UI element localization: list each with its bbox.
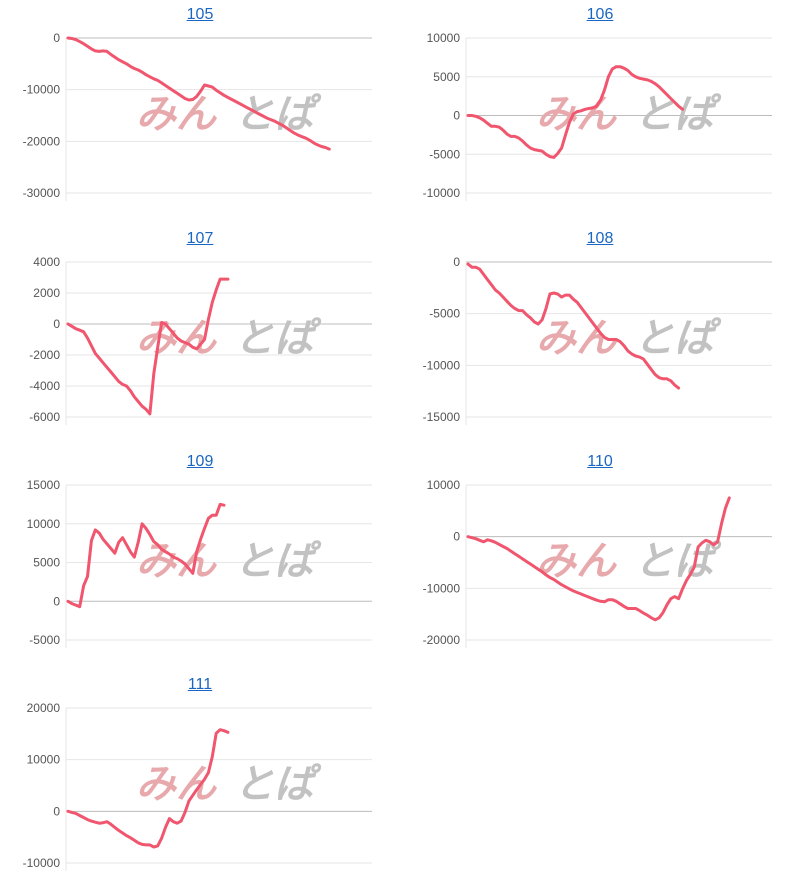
chart-title[interactable]: 110 bbox=[587, 453, 613, 470]
watermark-logo: とぱ bbox=[234, 762, 322, 808]
watermark-logo: とぱ bbox=[634, 316, 722, 362]
y-tick-label: 10000 bbox=[27, 753, 61, 767]
y-tick-label: -10000 bbox=[423, 186, 461, 200]
y-tick-label: -2000 bbox=[29, 348, 60, 362]
y-tick-label: 0 bbox=[453, 109, 460, 123]
chart-panel-111: 111 20000 10000 0 -10000 みん とぱ bbox=[0, 676, 400, 888]
chart-title[interactable]: 111 bbox=[187, 676, 213, 693]
y-tick-label: 10000 bbox=[427, 31, 461, 45]
y-tick-label: -15000 bbox=[423, 410, 461, 424]
y-tick-label: 0 bbox=[53, 31, 60, 45]
watermark-logo: とぱ bbox=[234, 316, 322, 362]
y-tick-label: 0 bbox=[53, 594, 60, 608]
chart-panel-109: 109 15000 10000 5000 0 -5000 みん とぱ bbox=[0, 453, 400, 665]
chart-title[interactable]: 106 bbox=[586, 6, 614, 23]
y-tick-label: 10000 bbox=[427, 478, 461, 492]
watermark-logo: みん bbox=[536, 92, 618, 138]
chart-panel-107: 107 4000 2000 0 -2000 -4000 -6000 みん とぱ bbox=[0, 230, 400, 442]
y-tick-label: -6000 bbox=[29, 410, 60, 424]
watermark-logo: みん bbox=[136, 762, 218, 808]
chart-svg: 10000 5000 0 -5000 -10000 みん とぱ bbox=[423, 31, 772, 201]
series-line bbox=[66, 36, 331, 151]
series-line bbox=[466, 262, 681, 390]
y-tick-label: -20000 bbox=[423, 633, 461, 647]
y-tick-label: 5000 bbox=[433, 70, 460, 84]
chart-title[interactable]: 107 bbox=[186, 230, 214, 247]
watermark-logo: とぱ bbox=[634, 92, 722, 138]
y-tick-label: -5000 bbox=[429, 307, 460, 321]
series-line bbox=[66, 502, 226, 609]
watermark-logo: とぱ bbox=[234, 92, 322, 138]
y-tick-label: -10000 bbox=[423, 581, 461, 595]
y-tick-label: -20000 bbox=[23, 134, 61, 148]
series-line bbox=[466, 65, 684, 159]
y-tick-label: 0 bbox=[53, 317, 60, 331]
chart-svg: 15000 10000 5000 0 -5000 みん とぱ bbox=[27, 478, 372, 648]
y-tick-label: 5000 bbox=[33, 556, 60, 570]
chart-title[interactable]: 108 bbox=[586, 230, 614, 247]
chart-svg: 20000 10000 0 -10000 みん とぱ bbox=[23, 701, 372, 871]
y-tick-label: 0 bbox=[53, 804, 60, 818]
y-tick-label: -10000 bbox=[23, 856, 61, 870]
y-tick-label: -4000 bbox=[29, 379, 60, 393]
y-tick-label: -5000 bbox=[29, 633, 60, 647]
watermark-logo: とぱ bbox=[634, 539, 722, 585]
watermark-logo: みん bbox=[136, 539, 218, 585]
series-line bbox=[66, 277, 230, 416]
y-tick-label: 4000 bbox=[33, 255, 60, 269]
chart-panel-105: 105 0 -10000 -20000 -30000 みん とぱ bbox=[0, 6, 400, 218]
y-tick-label: 20000 bbox=[27, 701, 61, 715]
y-tick-label: -10000 bbox=[423, 358, 461, 372]
y-tick-label: 2000 bbox=[33, 286, 60, 300]
chart-svg: 0 -10000 -20000 -30000 みん とぱ bbox=[23, 31, 372, 201]
y-tick-label: -5000 bbox=[429, 147, 460, 161]
series-line bbox=[66, 728, 230, 849]
series-line bbox=[466, 496, 731, 622]
chart-panel-108: 108 0 -5000 -10000 -15000 みん とぱ bbox=[400, 230, 800, 442]
y-tick-label: 0 bbox=[453, 255, 460, 269]
watermark-logo: みん bbox=[136, 92, 218, 138]
chart-panel-110: 110 10000 0 -10000 -20000 みん とぱ bbox=[400, 453, 800, 665]
chart-title[interactable]: 109 bbox=[186, 453, 214, 470]
chart-title[interactable]: 105 bbox=[186, 6, 214, 23]
watermark-logo: とぱ bbox=[234, 539, 322, 585]
y-tick-label: 15000 bbox=[27, 478, 61, 492]
y-tick-label: -10000 bbox=[23, 83, 61, 97]
y-tick-label: 10000 bbox=[27, 517, 61, 531]
y-tick-label: 0 bbox=[453, 530, 460, 544]
chart-panel-106: 106 10000 5000 0 -5000 -10000 みん とぱ bbox=[400, 6, 800, 218]
y-tick-label: -30000 bbox=[23, 186, 61, 200]
